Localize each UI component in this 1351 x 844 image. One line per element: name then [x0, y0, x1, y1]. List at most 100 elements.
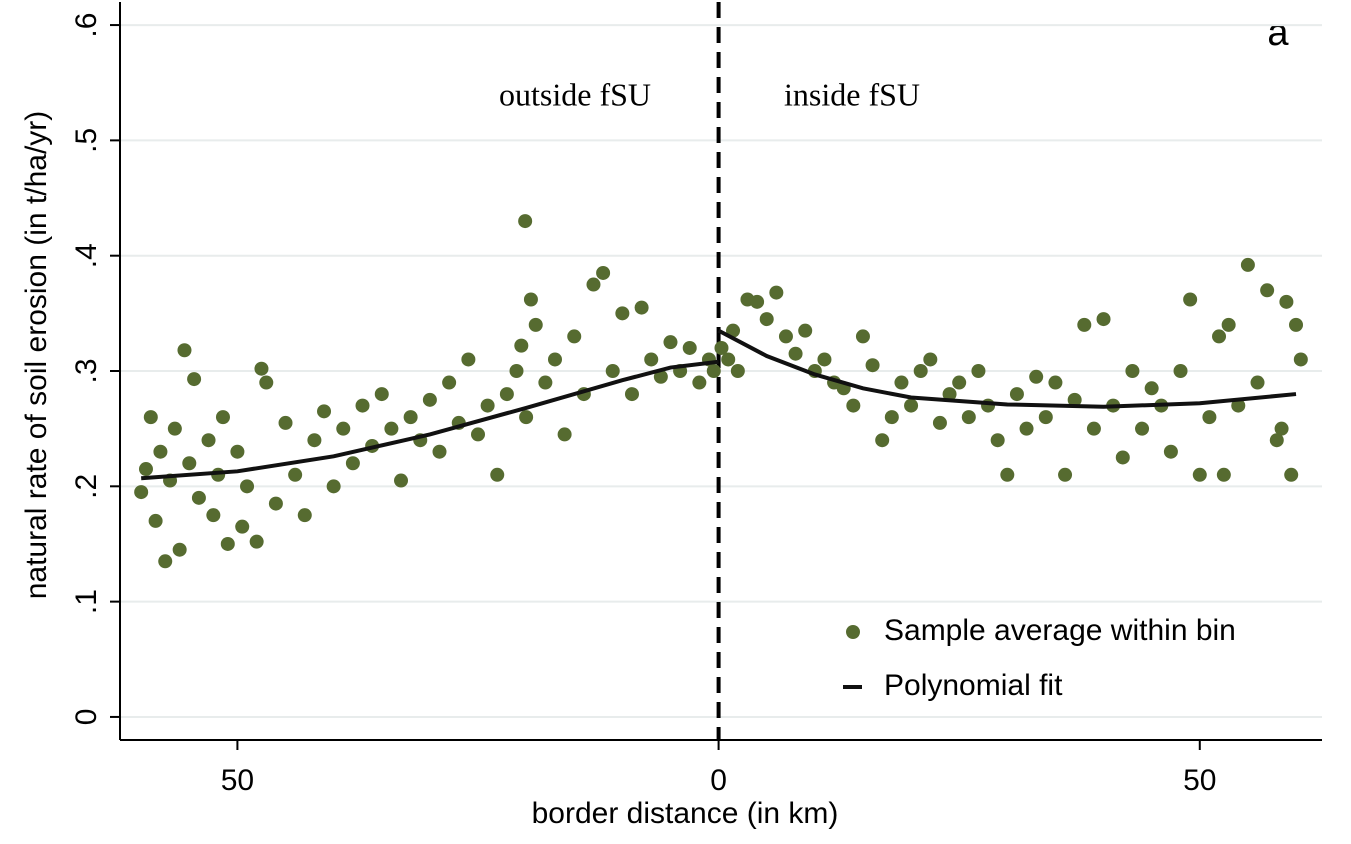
- data-point: [1096, 312, 1111, 327]
- data-point: [730, 364, 745, 378]
- x-tick-label: 50: [221, 764, 254, 797]
- x-tick-label: 0: [710, 764, 727, 797]
- data-point: [1269, 433, 1284, 448]
- data-point: [499, 387, 514, 402]
- panel-label: a: [1267, 12, 1289, 54]
- data-point: [249, 534, 264, 549]
- data-point: [201, 433, 216, 448]
- data-point: [682, 340, 697, 355]
- data-point: [182, 456, 197, 471]
- data-point: [1173, 364, 1188, 378]
- data-point: [297, 508, 312, 523]
- data-point: [519, 410, 534, 425]
- data-point: [952, 375, 967, 390]
- data-point: [432, 444, 447, 459]
- x-tick-label: 50: [1183, 764, 1216, 797]
- data-point: [514, 338, 529, 353]
- legend-marker: [846, 625, 860, 639]
- data-point: [148, 513, 163, 528]
- data-point: [865, 358, 880, 373]
- data-point: [254, 361, 269, 376]
- y-tick-label: .1: [70, 589, 103, 614]
- data-point: [317, 404, 332, 419]
- data-point: [403, 410, 418, 425]
- data-point: [1289, 317, 1304, 332]
- data-point: [355, 398, 370, 413]
- data-point: [523, 292, 538, 307]
- data-point: [1048, 375, 1063, 390]
- data-point: [1086, 421, 1101, 436]
- y-tick-label: .3: [70, 358, 103, 383]
- data-point: [461, 352, 476, 367]
- data-point: [1279, 294, 1294, 309]
- data-point: [615, 306, 630, 321]
- data-point: [692, 375, 707, 390]
- annotation: inside fSU: [784, 76, 920, 112]
- legend-label: Polynomial fit: [884, 669, 1063, 702]
- data-point: [1058, 467, 1073, 482]
- data-point: [932, 415, 947, 430]
- data-point: [374, 387, 389, 402]
- data-point: [336, 421, 351, 436]
- data-point: [923, 352, 938, 367]
- data-point: [259, 375, 274, 390]
- data-point: [726, 323, 741, 338]
- data-point: [1221, 317, 1236, 332]
- data-point: [235, 519, 250, 534]
- data-point: [1250, 375, 1265, 390]
- data-point: [875, 433, 890, 448]
- data-point: [153, 444, 168, 459]
- data-point: [1115, 450, 1130, 465]
- data-point: [721, 352, 736, 367]
- data-point: [759, 312, 774, 327]
- data-point: [1144, 381, 1159, 396]
- data-point: [471, 427, 486, 442]
- data-point: [187, 372, 202, 387]
- y-tick-label: .6: [70, 13, 103, 38]
- x-axis-title: border distance (in km): [532, 797, 839, 830]
- data-point: [1009, 387, 1024, 402]
- y-tick-label: 0: [70, 709, 103, 726]
- data-point: [855, 329, 870, 344]
- data-point: [798, 323, 813, 338]
- data-point: [1240, 257, 1255, 272]
- data-point: [567, 329, 582, 344]
- data-point: [971, 364, 986, 378]
- data-point: [307, 433, 322, 448]
- data-point: [480, 398, 495, 413]
- data-point: [778, 329, 793, 344]
- data-point: [191, 490, 206, 505]
- data-point: [653, 369, 668, 384]
- data-point: [913, 364, 928, 378]
- data-point: [904, 398, 919, 413]
- data-point: [663, 335, 678, 350]
- data-point: [509, 364, 524, 378]
- data-point: [634, 300, 649, 315]
- data-point: [1284, 467, 1299, 482]
- data-point: [981, 398, 996, 413]
- data-point: [230, 444, 245, 459]
- data-point: [586, 277, 601, 292]
- data-point: [422, 392, 437, 407]
- fit-line: [141, 328, 1297, 481]
- data-point: [158, 554, 173, 569]
- data-point: [1135, 421, 1150, 436]
- data-point: [846, 398, 861, 413]
- data-point: [177, 343, 192, 358]
- data-point: [134, 485, 149, 500]
- data-point: [143, 410, 158, 425]
- annotation: outside fSU: [499, 76, 651, 112]
- data-point: [138, 462, 153, 477]
- data-point: [1038, 410, 1053, 425]
- data-point: [268, 496, 283, 511]
- data-point: [240, 479, 255, 494]
- data-point: [172, 542, 187, 557]
- data-point: [1192, 467, 1207, 482]
- data-point: [384, 421, 399, 436]
- data-point: [557, 427, 572, 442]
- y-tick-label: .4: [70, 243, 103, 268]
- data-point: [1019, 421, 1034, 436]
- data-point: [817, 352, 832, 367]
- legend-label: Sample average within bin: [884, 614, 1236, 647]
- y-tick-label: .5: [70, 128, 103, 153]
